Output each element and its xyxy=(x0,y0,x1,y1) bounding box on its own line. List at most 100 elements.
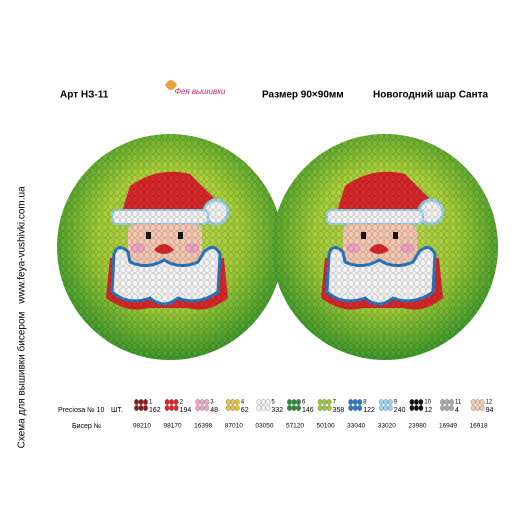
website: www.feya-vushivki.com.ua xyxy=(17,186,28,305)
swatch-index: 10 xyxy=(424,400,431,406)
bead xyxy=(378,405,384,411)
bead xyxy=(479,399,485,405)
bead xyxy=(449,399,454,405)
bead xyxy=(256,399,262,405)
swatch xyxy=(195,399,210,411)
bead xyxy=(195,405,201,411)
swatch xyxy=(317,399,332,411)
bead xyxy=(414,405,419,411)
bead xyxy=(470,405,476,411)
bead xyxy=(287,405,292,411)
bead-number: 33040 xyxy=(347,423,365,430)
bead xyxy=(169,405,174,411)
swatch-count: 146 xyxy=(302,407,314,414)
bead xyxy=(387,399,393,405)
bead xyxy=(352,399,358,405)
swatch-index: 12 xyxy=(486,400,493,406)
bead xyxy=(164,399,170,405)
count-label: ШТ. xyxy=(111,407,123,414)
bead xyxy=(234,399,240,405)
swatch-count: 4 xyxy=(455,407,459,414)
bead xyxy=(225,399,231,405)
bead-number: 16949 xyxy=(439,423,457,430)
swatch-count: 94 xyxy=(486,407,494,414)
bead-number: 33020 xyxy=(378,423,396,430)
bead xyxy=(470,399,476,405)
bead xyxy=(134,405,139,411)
bead xyxy=(199,405,205,411)
bead xyxy=(352,405,358,411)
bead xyxy=(143,405,148,411)
swatch-count: 332 xyxy=(271,407,283,414)
swatch-index: 5 xyxy=(271,400,275,406)
swatch xyxy=(440,399,454,411)
swatch-count: 194 xyxy=(180,407,192,414)
pattern-name: Новогодний шар Санта xyxy=(373,90,489,101)
bead-number: 98210 xyxy=(133,423,151,430)
bead-number: 98170 xyxy=(164,423,182,430)
swatch-index: 9 xyxy=(394,400,398,406)
bead xyxy=(291,399,297,405)
bead xyxy=(326,405,332,411)
bead xyxy=(409,405,415,411)
bead xyxy=(317,399,323,405)
bead xyxy=(287,399,292,405)
bead xyxy=(138,405,144,411)
swatch-count: 62 xyxy=(241,407,249,414)
bead xyxy=(383,405,389,411)
bead xyxy=(387,405,393,411)
swatch-count: 48 xyxy=(210,407,218,414)
ball-right xyxy=(272,134,498,360)
bead-number: 50100 xyxy=(317,423,335,430)
bead xyxy=(134,399,139,405)
swatch-index: 1 xyxy=(149,400,153,406)
bead xyxy=(296,405,301,411)
swatch xyxy=(256,399,271,411)
swatch xyxy=(409,399,424,411)
bead xyxy=(261,405,266,411)
bead xyxy=(440,399,445,405)
bead xyxy=(449,405,454,411)
bead xyxy=(475,405,480,411)
swatch-index: 2 xyxy=(180,400,184,406)
swatch xyxy=(225,399,240,411)
bead xyxy=(378,399,384,405)
bead xyxy=(414,399,419,405)
bead xyxy=(317,405,323,411)
bead xyxy=(444,399,450,405)
bead xyxy=(409,399,415,405)
bead xyxy=(475,399,480,405)
bead xyxy=(225,405,231,411)
swatch-index: 4 xyxy=(241,400,245,406)
swatch-index: 3 xyxy=(210,400,214,406)
bead xyxy=(444,405,450,411)
bead xyxy=(143,399,148,405)
bead xyxy=(204,399,210,405)
bead xyxy=(164,405,170,411)
swatch xyxy=(348,399,363,411)
swatch-count: 162 xyxy=(149,407,161,414)
bead xyxy=(173,405,179,411)
swatch xyxy=(378,399,393,411)
bead xyxy=(230,399,236,405)
swatch-index: 11 xyxy=(455,400,462,406)
bead xyxy=(322,405,327,411)
bead xyxy=(173,399,179,405)
bead-number: 57120 xyxy=(286,423,304,430)
bead-number: 03050 xyxy=(255,423,273,430)
bead xyxy=(296,399,301,405)
swatch-count: 240 xyxy=(394,407,406,414)
swatch xyxy=(164,399,179,411)
bead-number: 87010 xyxy=(225,423,243,430)
bead xyxy=(326,399,332,405)
bead xyxy=(479,405,485,411)
caption: Схема для вышивки бисером xyxy=(16,311,28,448)
logo: Фея вышивки xyxy=(165,80,226,96)
logo-text: Фея вышивки xyxy=(175,87,226,96)
bead xyxy=(418,399,424,405)
bead xyxy=(265,405,271,411)
article: Арт НЗ-11 xyxy=(60,90,109,101)
bead xyxy=(440,405,445,411)
ball-left xyxy=(57,134,283,360)
